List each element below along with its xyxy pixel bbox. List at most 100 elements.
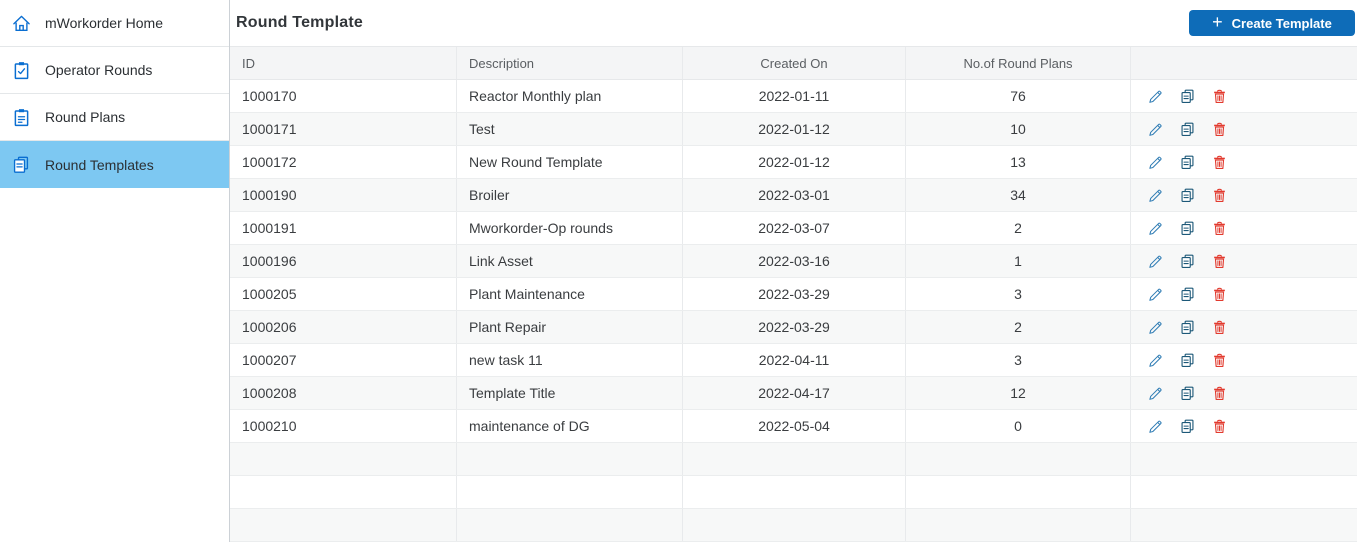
copy-icon (1180, 188, 1195, 203)
copy-icon (1180, 320, 1195, 335)
cell-description: Link Asset (457, 245, 683, 277)
delete-button[interactable] (1211, 121, 1228, 138)
cell-created-on: 2022-04-17 (683, 377, 906, 409)
sidebar-item-label: mWorkorder Home (45, 15, 163, 31)
copy-icon (1180, 221, 1195, 236)
cell-created-on: 2022-01-12 (683, 113, 906, 145)
table-row: 1000170 Reactor Monthly plan 2022-01-11 76 (230, 80, 1357, 113)
empty-cell (457, 509, 683, 541)
delete-trash-icon (1212, 320, 1227, 335)
empty-cell (457, 443, 683, 475)
col-header-actions (1131, 47, 1357, 79)
empty-table-row (230, 443, 1357, 476)
delete-trash-icon (1212, 353, 1227, 368)
edit-pencil-icon (1148, 221, 1163, 236)
edit-button[interactable] (1147, 187, 1164, 204)
sidebar-item-operator-rounds[interactable]: Operator Rounds (0, 47, 229, 94)
edit-pencil-icon (1148, 89, 1163, 104)
copy-button[interactable] (1179, 418, 1196, 435)
page-header: Round Template + Create Template (230, 0, 1357, 46)
copy-button[interactable] (1179, 352, 1196, 369)
copy-button[interactable] (1179, 187, 1196, 204)
edit-button[interactable] (1147, 154, 1164, 171)
delete-button[interactable] (1211, 253, 1228, 270)
table-row: 1000190 Broiler 2022-03-01 34 (230, 179, 1357, 212)
delete-trash-icon (1212, 221, 1227, 236)
edit-button[interactable] (1147, 418, 1164, 435)
cell-actions (1131, 377, 1357, 409)
empty-cell (683, 509, 906, 541)
empty-cell (1131, 509, 1357, 541)
delete-button[interactable] (1211, 187, 1228, 204)
cell-id: 1000172 (230, 146, 457, 178)
empty-cell (457, 476, 683, 508)
cell-id: 1000191 (230, 212, 457, 244)
cell-id: 1000206 (230, 311, 457, 343)
edit-pencil-icon (1148, 419, 1163, 434)
edit-button[interactable] (1147, 385, 1164, 402)
sidebar-item-mworkorder-home[interactable]: mWorkorder Home (0, 0, 229, 47)
delete-button[interactable] (1211, 418, 1228, 435)
copy-button[interactable] (1179, 385, 1196, 402)
edit-button[interactable] (1147, 319, 1164, 336)
copy-button[interactable] (1179, 121, 1196, 138)
empty-cell (230, 476, 457, 508)
table-row: 1000207 new task 11 2022-04-11 3 (230, 344, 1357, 377)
delete-button[interactable] (1211, 154, 1228, 171)
copy-button[interactable] (1179, 88, 1196, 105)
cell-actions (1131, 212, 1357, 244)
edit-button[interactable] (1147, 253, 1164, 270)
cell-actions (1131, 113, 1357, 145)
copy-button[interactable] (1179, 286, 1196, 303)
cell-description: Test (457, 113, 683, 145)
delete-button[interactable] (1211, 385, 1228, 402)
copy-button[interactable] (1179, 319, 1196, 336)
table-row: 1000206 Plant Repair 2022-03-29 2 (230, 311, 1357, 344)
empty-cell (683, 476, 906, 508)
sidebar-item-round-plans[interactable]: Round Plans (0, 94, 229, 141)
cell-created-on: 2022-03-07 (683, 212, 906, 244)
create-template-button[interactable]: + Create Template (1189, 10, 1355, 36)
edit-pencil-icon (1148, 287, 1163, 302)
delete-button[interactable] (1211, 220, 1228, 237)
copy-button[interactable] (1179, 154, 1196, 171)
cell-description: Mworkorder-Op rounds (457, 212, 683, 244)
cell-actions (1131, 278, 1357, 310)
delete-button[interactable] (1211, 319, 1228, 336)
delete-button[interactable] (1211, 286, 1228, 303)
edit-button[interactable] (1147, 352, 1164, 369)
copy-button[interactable] (1179, 253, 1196, 270)
copy-icon (1180, 287, 1195, 302)
round-plans-icon (11, 107, 31, 127)
sidebar-item-round-templates[interactable]: Round Templates (0, 141, 229, 188)
delete-trash-icon (1212, 89, 1227, 104)
cell-id: 1000208 (230, 377, 457, 409)
cell-id: 1000171 (230, 113, 457, 145)
delete-button[interactable] (1211, 352, 1228, 369)
cell-created-on: 2022-03-01 (683, 179, 906, 211)
cell-actions (1131, 245, 1357, 277)
table-header-row: ID Description Created On No.of Round Pl… (230, 46, 1357, 80)
table-body: 1000170 Reactor Monthly plan 2022-01-11 76 1… (230, 80, 1357, 542)
cell-description: New Round Template (457, 146, 683, 178)
delete-trash-icon (1212, 155, 1227, 170)
edit-button[interactable] (1147, 121, 1164, 138)
edit-pencil-icon (1148, 122, 1163, 137)
edit-button[interactable] (1147, 286, 1164, 303)
edit-button[interactable] (1147, 220, 1164, 237)
copy-icon (1180, 386, 1195, 401)
edit-pencil-icon (1148, 155, 1163, 170)
cell-actions (1131, 179, 1357, 211)
cell-created-on: 2022-03-29 (683, 311, 906, 343)
round-templates-icon (11, 155, 31, 175)
edit-button[interactable] (1147, 88, 1164, 105)
cell-created-on: 2022-04-11 (683, 344, 906, 376)
table-row: 1000210 maintenance of DG 2022-05-04 0 (230, 410, 1357, 443)
table-row: 1000208 Template Title 2022-04-17 12 (230, 377, 1357, 410)
copy-button[interactable] (1179, 220, 1196, 237)
col-header-created-on: Created On (683, 47, 906, 79)
delete-button[interactable] (1211, 88, 1228, 105)
cell-round-plans: 2 (906, 311, 1131, 343)
table-row: 1000171 Test 2022-01-12 10 (230, 113, 1357, 146)
